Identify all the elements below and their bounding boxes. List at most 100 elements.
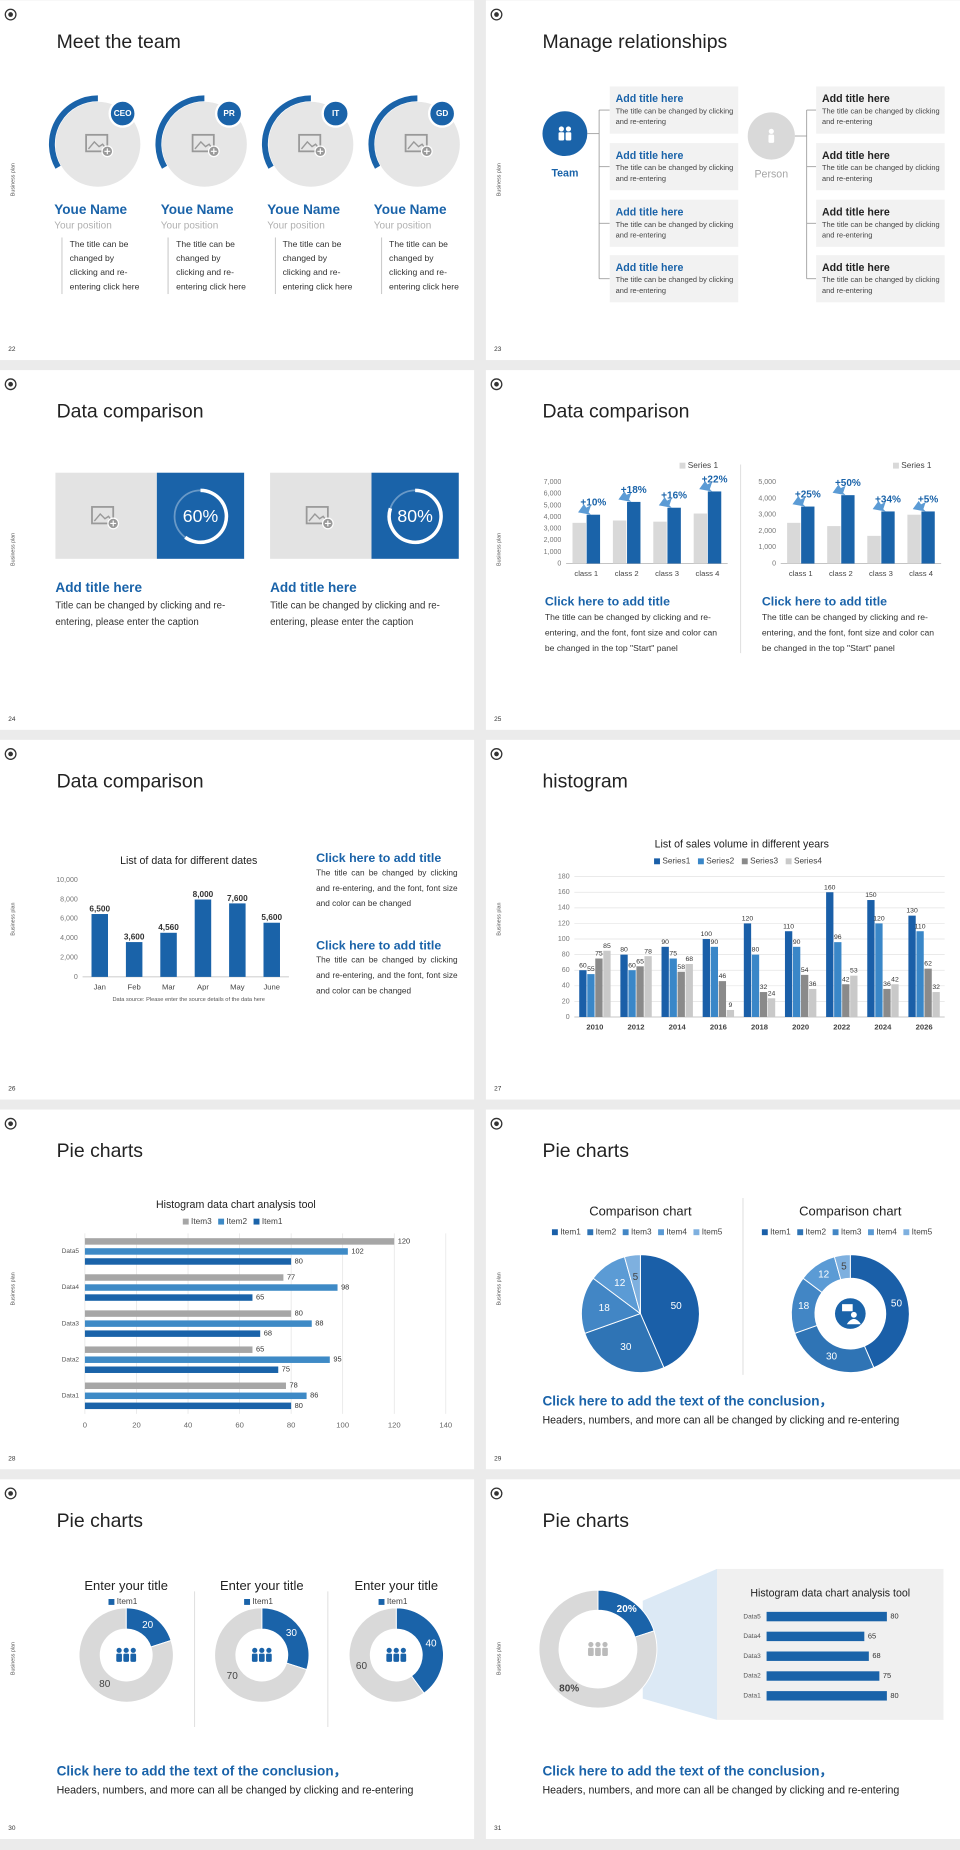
progress-arc	[184, 488, 229, 545]
value-label: 78	[644, 948, 652, 955]
bar	[229, 903, 246, 977]
team-icon	[542, 111, 588, 157]
people-icon	[266, 1653, 272, 1662]
legend-swatch	[832, 1229, 839, 1236]
value-label: 62	[924, 961, 932, 968]
logo	[4, 8, 17, 21]
image-icon	[93, 512, 113, 522]
value-label: 90	[661, 939, 669, 946]
conclusion-text: Headers, numbers, and more can all be ch…	[543, 1784, 900, 1796]
annotation-arrow	[792, 495, 806, 507]
people-icon	[259, 1647, 265, 1653]
slide-number: 22	[8, 346, 16, 353]
bar	[707, 491, 722, 564]
bar	[84, 1402, 292, 1410]
block-text: The title can be changed by clicking and…	[316, 956, 458, 996]
legend-swatch	[693, 1229, 700, 1236]
member-badge	[214, 99, 244, 128]
value-label: 70	[227, 1671, 239, 1682]
legend-swatch	[797, 1229, 804, 1236]
bar	[693, 513, 708, 564]
presenter-icon	[842, 1304, 853, 1312]
x-tick-label: 2012	[628, 1023, 645, 1032]
people-icon	[565, 132, 572, 141]
x-tick-label: class 2	[615, 569, 639, 578]
bar	[766, 1671, 880, 1681]
y-tick-label: Data3	[62, 1320, 80, 1327]
member-position: Your position	[161, 220, 219, 231]
conclusion-text: Headers, numbers, and more can all be ch…	[57, 1784, 414, 1796]
y-tick-label: 4,000	[758, 495, 776, 502]
logo	[490, 378, 503, 391]
image-icon	[91, 506, 115, 525]
card-panel	[156, 472, 245, 559]
slide-title: histogram	[543, 770, 628, 792]
bar	[194, 899, 212, 977]
member-badge-label: PR	[223, 109, 235, 118]
legend-swatch	[108, 1599, 115, 1605]
slice	[214, 1607, 308, 1703]
y-tick-label: 4,000	[60, 935, 78, 942]
box	[609, 86, 739, 134]
bar	[875, 923, 883, 1017]
member-badge-label: CEO	[114, 109, 132, 118]
slide-title: Data comparison	[543, 401, 690, 423]
y-tick-label: 5,000	[758, 479, 776, 486]
member-badge-label: IT	[332, 109, 339, 118]
value-label: 50	[891, 1299, 903, 1310]
box-text: The title can be changed by clicking and…	[615, 107, 734, 128]
slice	[833, 1254, 851, 1281]
legend-label: Item5	[912, 1227, 933, 1236]
value-label: 4,560	[158, 923, 179, 932]
bar	[84, 1294, 253, 1301]
slice	[78, 1607, 174, 1703]
y-tick-label: 5,000	[544, 502, 562, 509]
bar	[766, 1651, 869, 1661]
side-label: Business plan	[496, 1642, 502, 1675]
y-tick-label: 7,000	[544, 479, 562, 486]
member-text-box: The title can be changed by clicking and…	[274, 237, 352, 295]
slide-background	[485, 739, 960, 1100]
legend-swatch	[903, 1229, 910, 1236]
box-title: Add title here	[822, 206, 890, 218]
y-tick-label: 60	[562, 967, 570, 974]
box-title: Add title here	[822, 262, 890, 274]
member-name: Youe Name	[161, 202, 234, 217]
box-text-box: The title can be changed by clicking and…	[616, 276, 734, 295]
legend-label: Series2	[706, 856, 734, 865]
bar	[924, 968, 932, 1017]
box-text-box: The title can be changed by clicking and…	[822, 221, 940, 240]
value-label: 32	[760, 984, 768, 991]
legend-swatch	[622, 1229, 629, 1236]
presenter-icon	[850, 1311, 857, 1318]
value-label: 110	[783, 923, 794, 930]
box-title: Add title here	[616, 93, 684, 105]
x-tick-label: 2022	[833, 1023, 850, 1032]
bar	[669, 958, 677, 1017]
y-tick-label: 1,000	[758, 544, 776, 551]
member-position: Your position	[267, 220, 325, 231]
image-icon	[305, 506, 329, 525]
y-tick-label: Data5	[62, 1248, 80, 1255]
presenter-icon	[846, 1318, 861, 1325]
image-icon	[87, 140, 107, 150]
progress-arc	[387, 488, 443, 545]
x-tick-label: class 4	[696, 569, 721, 578]
logo	[8, 381, 13, 387]
value-label: 65	[636, 958, 644, 965]
value-label: 40	[425, 1638, 437, 1649]
x-tick-label: 80	[287, 1421, 296, 1430]
value-label: 110	[915, 923, 926, 930]
slice	[849, 1254, 910, 1369]
legend-swatch	[658, 1229, 664, 1236]
x-tick-label: 140	[439, 1421, 452, 1430]
value-label: 60	[579, 962, 587, 969]
annotation-arrow	[658, 497, 672, 508]
slide-number: 26	[8, 1086, 16, 1093]
value-label: 86	[310, 1391, 318, 1400]
people-icon	[252, 1647, 258, 1653]
y-tick-label: 10,000	[56, 877, 78, 884]
bar	[932, 992, 940, 1017]
box-title: Add title here	[616, 150, 684, 162]
legend-label: Item1	[560, 1227, 581, 1236]
